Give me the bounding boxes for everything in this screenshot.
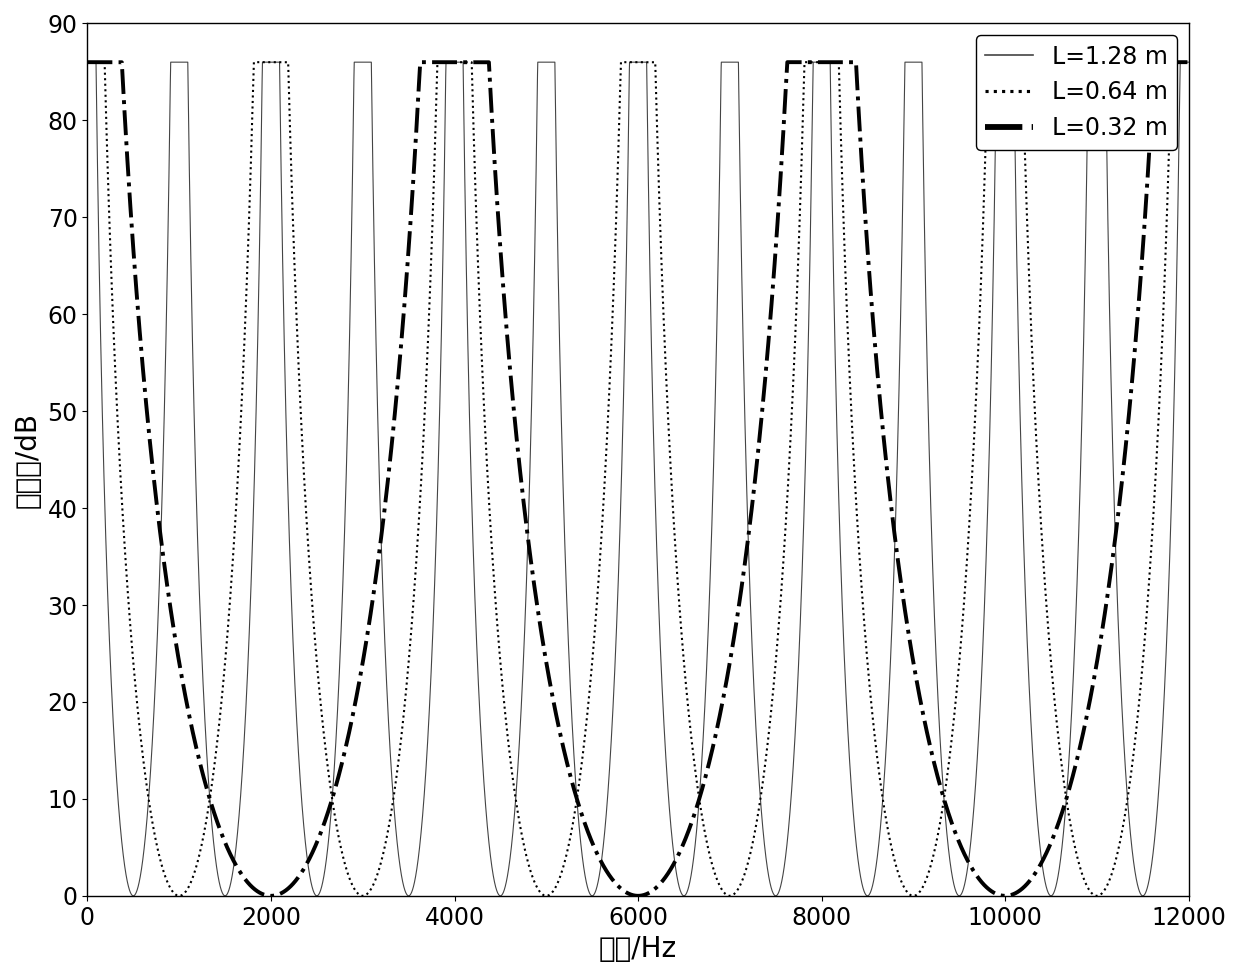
L=0.64 m — [1111, 841, 1126, 853]
L=0.32 m — [227, 858, 242, 870]
L=0.32 m — [651, 880, 666, 892]
L=0.64 m — [227, 521, 242, 532]
L=1.28 m — [651, 576, 666, 588]
L=0.32 m — [1182, 57, 1197, 68]
L=0.32 m — [563, 770, 578, 782]
L=0.32 m — [1111, 502, 1126, 514]
L=0.32 m — [998, 890, 1013, 902]
L=0.32 m — [93, 57, 108, 68]
L=1.28 m — [563, 682, 578, 694]
L=0.64 m — [1090, 890, 1105, 902]
L=1.28 m — [227, 851, 242, 863]
L=0.64 m — [93, 57, 108, 68]
L=1.28 m — [126, 890, 141, 902]
Line: L=1.28 m: L=1.28 m — [88, 63, 1189, 896]
L=0.64 m — [651, 149, 666, 160]
L=0.32 m — [827, 57, 842, 68]
L=0.64 m — [563, 831, 578, 843]
L=1.28 m — [1182, 57, 1197, 68]
L=1.28 m — [827, 344, 842, 356]
L=0.32 m — [81, 57, 95, 68]
L=0.64 m — [827, 57, 842, 68]
L=1.28 m — [1111, 633, 1126, 645]
L=0.64 m — [81, 57, 95, 68]
Legend: L=1.28 m, L=0.64 m, L=0.32 m: L=1.28 m, L=0.64 m, L=0.32 m — [976, 35, 1177, 149]
L=1.28 m — [81, 57, 95, 68]
X-axis label: 频率/Hz: 频率/Hz — [599, 935, 677, 963]
L=1.28 m — [93, 297, 108, 309]
L=0.64 m — [1182, 57, 1197, 68]
Line: L=0.32 m: L=0.32 m — [88, 63, 1189, 896]
Y-axis label: 隔声量/dB: 隔声量/dB — [14, 411, 42, 508]
Line: L=0.64 m: L=0.64 m — [88, 63, 1189, 896]
